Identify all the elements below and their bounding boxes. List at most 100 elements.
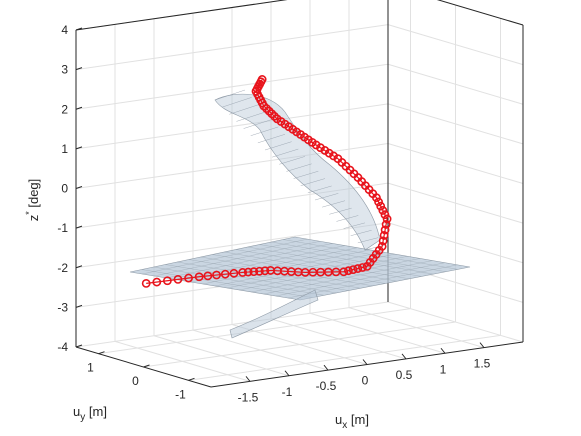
z-axis-label: z* [deg]	[24, 179, 41, 222]
data-point	[270, 111, 279, 121]
y-axis-label: uy [m]	[73, 404, 107, 423]
mesh-line	[259, 244, 434, 275]
x-axis-label: ux [m]	[335, 412, 369, 431]
x-tick-label: 0	[362, 374, 369, 388]
grid-line	[98, 308, 411, 355]
data-point	[194, 272, 204, 282]
x-tick	[362, 359, 368, 365]
y-tick-label: 0	[132, 374, 139, 388]
data-point	[379, 231, 389, 240]
tick-labels: 4 3 2 1 0 -1 -2 -3 -4 1 0 -1 -1.5 -1 -0.5 0 0.5 1 1.5	[57, 23, 490, 404]
grid-line	[143, 321, 456, 368]
y-tick-label: -1	[175, 387, 186, 401]
data-point	[324, 148, 334, 158]
data-point	[272, 114, 282, 124]
data-point	[260, 266, 270, 276]
x-tick-label: -1.5	[238, 390, 259, 404]
x-tick	[479, 342, 485, 348]
mesh-line	[287, 264, 458, 299]
z-tick-label: -4	[57, 340, 68, 354]
mesh-line	[300, 178, 326, 186]
data-point	[316, 143, 325, 153]
data-point	[378, 236, 388, 246]
y-tick	[143, 364, 150, 368]
box-edge	[75, 0, 288, 31]
data-point	[254, 266, 264, 276]
mesh-line	[236, 111, 266, 122]
z-tick	[75, 186, 83, 189]
data-point	[380, 210, 390, 220]
mesh-line	[214, 89, 246, 101]
data-point	[382, 214, 392, 224]
data-point	[249, 267, 259, 277]
data-point	[376, 201, 386, 211]
data-point	[229, 268, 239, 278]
data-point	[184, 273, 193, 283]
data-point	[203, 271, 213, 281]
red-data-series	[141, 75, 392, 288]
data-point	[141, 278, 151, 288]
data-point	[243, 267, 253, 277]
mesh-line	[247, 246, 422, 277]
z-tick	[75, 265, 83, 269]
data-point	[329, 151, 338, 161]
surface-mesh	[129, 89, 471, 339]
z-tick-label: -2	[57, 261, 68, 275]
x-tick	[440, 347, 446, 354]
twisted-ribbon-surface	[214, 93, 381, 251]
data-point	[380, 225, 390, 235]
mesh-line	[307, 185, 332, 194]
y-tick	[98, 351, 105, 355]
mesh-line	[279, 156, 306, 165]
z-tick-label: 0	[61, 182, 68, 196]
data-point	[339, 267, 349, 277]
lower-ribbon-surface	[229, 289, 319, 339]
mesh-line	[263, 260, 433, 295]
data-point	[264, 106, 274, 116]
z-tick-label: -3	[57, 300, 68, 314]
data-point	[173, 275, 183, 284]
z-tick	[75, 27, 83, 31]
z-tick-label: 3	[61, 63, 68, 77]
mesh-line	[250, 126, 279, 136]
mesh-line	[272, 148, 299, 158]
data-point	[333, 154, 343, 164]
data-point	[262, 104, 271, 113]
mesh-line	[343, 222, 366, 229]
mesh-line	[236, 249, 410, 279]
z-tick	[75, 225, 83, 229]
data-point	[220, 269, 230, 279]
z-tick	[75, 67, 83, 71]
mesh-line	[222, 97, 252, 108]
data-point	[353, 264, 363, 273]
mesh-line	[275, 262, 446, 297]
z-tick	[75, 304, 83, 308]
grid-layer	[75, 0, 524, 382]
mesh-line	[357, 237, 379, 244]
data-point	[381, 220, 391, 229]
mesh-line	[271, 241, 446, 272]
mesh-line	[293, 170, 319, 179]
data-point	[358, 263, 367, 272]
mesh-line	[229, 104, 259, 115]
grid-line	[188, 334, 501, 381]
mesh-line	[314, 193, 339, 201]
mesh-line	[224, 251, 398, 282]
data-point	[377, 241, 387, 251]
mesh-line	[283, 239, 458, 270]
x-tick-label: 1	[440, 362, 447, 376]
z-tick-label: 2	[61, 102, 68, 116]
y-tick-label: 1	[87, 361, 94, 375]
data-point	[238, 268, 248, 277]
x-tick	[401, 353, 407, 360]
data-point	[212, 270, 221, 280]
data-point	[257, 75, 267, 84]
mesh-line	[350, 229, 372, 236]
z-tick-label: 1	[61, 142, 68, 156]
mesh-line	[322, 200, 346, 208]
x-tick-label: -1	[282, 385, 293, 399]
data-point	[152, 277, 162, 287]
y-tick	[188, 377, 195, 381]
axes-box-back	[75, 0, 524, 342]
